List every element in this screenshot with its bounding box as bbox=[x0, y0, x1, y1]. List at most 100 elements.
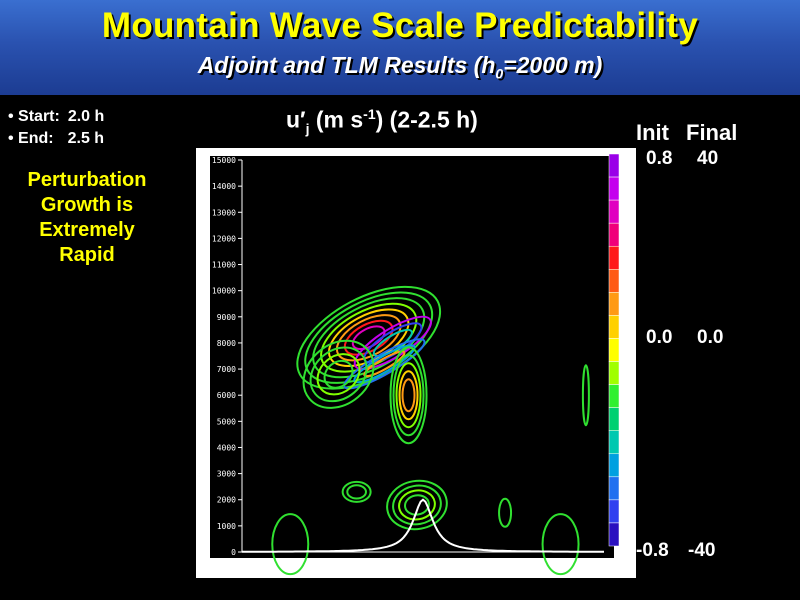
contour-line bbox=[392, 354, 425, 437]
colorbar-label: 0.00 bbox=[622, 349, 634, 355]
terrain-profile bbox=[242, 498, 604, 553]
colorbar-label: -0.40 bbox=[622, 447, 636, 453]
final-header: Final bbox=[686, 120, 738, 145]
right-boundary-contour bbox=[541, 513, 580, 576]
plot-panel: 0.00h00h 00m 00s01 JAN 1999uu30100020003… bbox=[196, 140, 637, 578]
colorbar-segment bbox=[608, 176, 620, 201]
colorbar-segment bbox=[608, 384, 620, 408]
y-tick-label: 15000 bbox=[212, 156, 236, 165]
colorbar-segment bbox=[608, 222, 620, 247]
colorbar-label: 0.10 bbox=[622, 325, 634, 331]
y-tick-label: 13000 bbox=[212, 208, 236, 217]
colorbar-label: -0.20 bbox=[622, 398, 636, 404]
colorbar-segment bbox=[608, 361, 620, 385]
y-tick-label: 5000 bbox=[217, 417, 236, 426]
bullet-end: • End: 2.5 h bbox=[8, 130, 105, 147]
left-boundary-contour bbox=[271, 513, 310, 576]
contour-line bbox=[343, 338, 426, 390]
contour-line bbox=[323, 359, 354, 389]
colorbar-label: -0.10 bbox=[622, 374, 636, 380]
bullet-start: • Start: 2.0 h bbox=[8, 108, 105, 125]
colorbar-label: 0.20 bbox=[622, 300, 634, 306]
colorbar-label: -0.50 bbox=[622, 472, 636, 478]
x-axis-value: 300.0 km bbox=[435, 561, 483, 572]
contour-line bbox=[353, 344, 416, 384]
colorbar-label: -0.60 bbox=[622, 496, 636, 502]
y-tick-label: 9000 bbox=[217, 313, 236, 322]
colorbar-segment bbox=[608, 453, 620, 478]
y-tick-label: 2000 bbox=[217, 496, 236, 505]
low-level-perturbation bbox=[386, 479, 448, 531]
y-tick-label: 0 bbox=[231, 548, 236, 557]
y-tick-label: 7000 bbox=[217, 365, 236, 374]
contour-line bbox=[386, 479, 448, 531]
colorbar-segment bbox=[608, 476, 620, 501]
contour-line bbox=[541, 513, 580, 576]
final-max: 40 bbox=[697, 148, 719, 169]
y-tick-label: 14000 bbox=[212, 182, 236, 191]
colorbar-label: 0.80 bbox=[622, 153, 634, 159]
colorbar-segment bbox=[608, 199, 620, 224]
colorbar-label: 0.30 bbox=[622, 276, 634, 282]
left-wave-branch bbox=[302, 339, 375, 409]
init-min: -0.8 bbox=[636, 540, 669, 561]
colorbar-segment bbox=[608, 338, 620, 362]
y-tick-label: 3000 bbox=[217, 470, 236, 479]
slide-subtitle: Adjoint and TLM Results (h0=2000 m) bbox=[197, 52, 603, 82]
contour-line bbox=[392, 484, 442, 526]
colorbar-label: 0.40 bbox=[622, 251, 634, 257]
colorbar-segment bbox=[608, 522, 620, 547]
colorbar-segment bbox=[608, 407, 620, 431]
contour-line bbox=[404, 494, 430, 516]
init-header: Init bbox=[636, 120, 669, 145]
contour-line bbox=[395, 362, 422, 429]
low-left-perturbation bbox=[341, 480, 372, 503]
time-bullets: • Start: 2.0 h • End: 2.5 h bbox=[8, 108, 104, 152]
colorbar-label: -0.30 bbox=[622, 423, 636, 429]
y-tick-label: 11000 bbox=[212, 261, 236, 270]
final-zero: 0.0 bbox=[697, 327, 724, 348]
colorbar-segment bbox=[608, 499, 620, 524]
contour-line bbox=[302, 339, 375, 409]
x-left-label: (1.00,3.00) bbox=[202, 562, 248, 570]
colorbar-segment bbox=[608, 315, 620, 339]
y-tick-label: 10000 bbox=[212, 287, 236, 296]
colorbar-segment bbox=[608, 292, 620, 316]
contour-line bbox=[498, 497, 513, 528]
colorbar-label: -0.70 bbox=[622, 521, 636, 527]
contour-line bbox=[398, 489, 436, 521]
contour-line bbox=[353, 315, 432, 371]
y-tick-label: 12000 bbox=[212, 234, 236, 243]
contour-plot: 0.00h00h 00m 00s01 JAN 1999uu30100020003… bbox=[199, 140, 637, 576]
colorbar-label: 0.60 bbox=[622, 202, 634, 208]
contour-line bbox=[581, 364, 590, 427]
upper-wave-band bbox=[296, 285, 442, 390]
init-zero: 0.0 bbox=[646, 327, 673, 348]
y-tick-label: 8000 bbox=[217, 339, 236, 348]
right-edge-perturbation bbox=[581, 364, 590, 427]
y-axis-label: Height (m) bbox=[199, 329, 209, 383]
colorbar-segment bbox=[608, 430, 620, 455]
init-max: 0.8 bbox=[646, 148, 673, 169]
y-tick-label: 1000 bbox=[217, 522, 236, 531]
contour-line bbox=[401, 378, 416, 413]
colorbar-segment bbox=[608, 269, 620, 293]
slide-title: Mountain Wave Scale Predictability bbox=[101, 6, 699, 45]
growth-note: Perturbation Growth is Extremely Rapid bbox=[27, 169, 147, 266]
contour-line bbox=[316, 353, 361, 396]
x-axis-label: Distance = bbox=[357, 561, 417, 572]
contour-line bbox=[271, 513, 310, 576]
contour-line bbox=[341, 480, 372, 503]
variable-title: u′j (m s-1) (2-2.5 h) bbox=[286, 106, 478, 137]
contour-line bbox=[346, 484, 367, 500]
colorbar-label: 0.50 bbox=[622, 227, 634, 233]
contour-line bbox=[389, 346, 428, 445]
final-min: -40 bbox=[688, 540, 716, 561]
y-tick-label: 6000 bbox=[217, 391, 236, 400]
descending-branch bbox=[389, 346, 428, 445]
colorbar-segment bbox=[608, 245, 620, 270]
colorbar-label: 0.70 bbox=[622, 178, 634, 184]
right-small-perturbation bbox=[498, 497, 513, 528]
colorbar-segment bbox=[608, 153, 620, 178]
title-banner: Mountain Wave Scale Predictability Adjoi… bbox=[0, 0, 800, 95]
